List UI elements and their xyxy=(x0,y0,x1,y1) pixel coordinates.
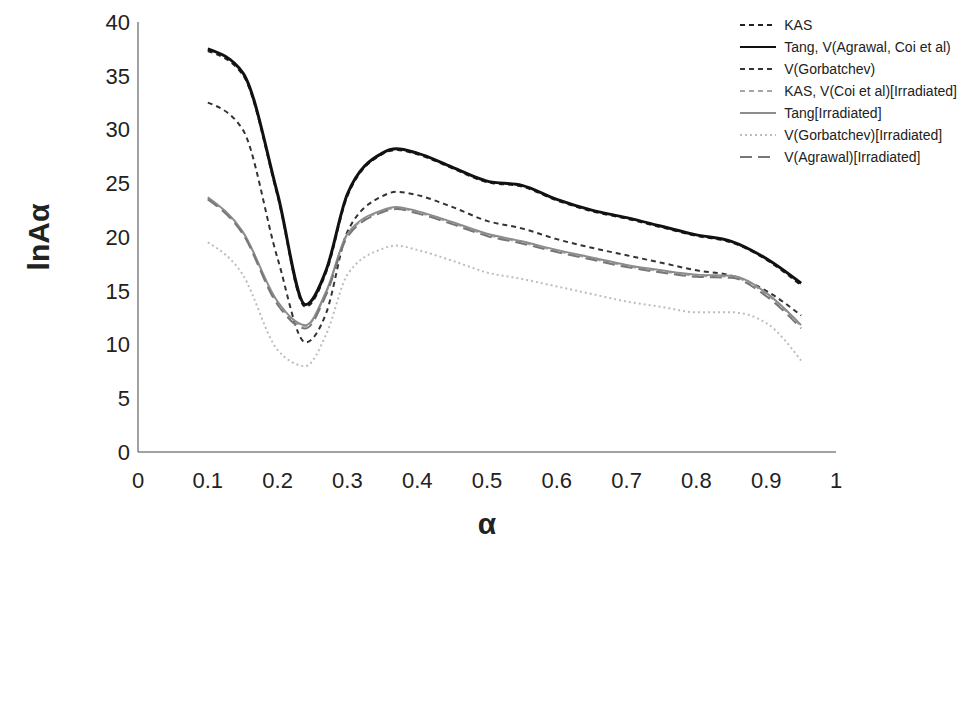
svg-text:0: 0 xyxy=(132,468,144,493)
svg-text:0.9: 0.9 xyxy=(751,468,782,493)
svg-text:0.2: 0.2 xyxy=(262,468,293,493)
svg-text:0.8: 0.8 xyxy=(681,468,712,493)
svg-text:α: α xyxy=(478,507,497,540)
html-text:Tang[Irradiated]: Tang[Irradiated] xyxy=(784,105,882,121)
svg-text:30: 30 xyxy=(106,117,130,142)
svg-text:0.7: 0.7 xyxy=(611,468,642,493)
html-text:V(Gorbatchev): V(Gorbatchev) xyxy=(784,61,876,77)
html-text:KAS, V(Coi et al)[Irradiated]: KAS, V(Coi et al)[Irradiated] xyxy=(784,83,957,99)
svg-text:lnAα: lnAα xyxy=(22,203,55,270)
svg-text:10: 10 xyxy=(106,332,130,357)
svg-text:15: 15 xyxy=(106,279,130,304)
svg-text:35: 35 xyxy=(106,64,130,89)
svg-text:40: 40 xyxy=(106,10,130,35)
html-text:V(Agrawal)[Irradiated]: V(Agrawal)[Irradiated] xyxy=(784,149,921,165)
svg-text:1: 1 xyxy=(830,468,842,493)
html-text:Tang, V(Agrawal, Coi et al): Tang, V(Agrawal, Coi et al) xyxy=(784,39,951,55)
svg-text:20: 20 xyxy=(106,225,130,250)
svg-text:0.5: 0.5 xyxy=(472,468,503,493)
html-text:KAS: KAS xyxy=(784,17,813,33)
svg-text:25: 25 xyxy=(106,171,130,196)
svg-text:0.4: 0.4 xyxy=(402,468,433,493)
svg-text:5: 5 xyxy=(118,386,130,411)
svg-text:0.1: 0.1 xyxy=(193,468,224,493)
html-text:V(Gorbatchev)[Irradiated]: V(Gorbatchev)[Irradiated] xyxy=(784,127,943,143)
svg-text:0.3: 0.3 xyxy=(332,468,363,493)
svg-text:0.6: 0.6 xyxy=(542,468,573,493)
svg-text:0: 0 xyxy=(118,440,130,465)
